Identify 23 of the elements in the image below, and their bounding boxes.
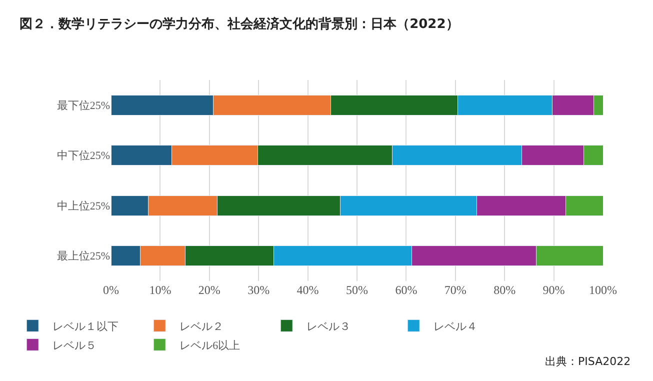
x-tick-label: 0%: [103, 283, 119, 297]
x-tick-label: 70%: [444, 283, 466, 297]
x-tick-label: 40%: [296, 283, 319, 297]
source-note: 出典：PISA2022: [545, 355, 631, 368]
legend-label: レベル４: [434, 320, 478, 333]
y-tick-label: 最上位25%: [56, 250, 110, 263]
x-tick-label: 80%: [494, 283, 516, 297]
legend-label: レベル５: [52, 340, 97, 352]
x-tick-label: 30%: [248, 283, 270, 297]
y-tick-label: 中上位25%: [56, 199, 110, 212]
legend-label: レベル１以下: [52, 320, 119, 333]
chart-title: 図２．数学リテラシーの学力分布、社会経済文化的背景別：日本（2022）: [20, 16, 459, 32]
x-tick-label: 20%: [198, 283, 220, 297]
x-tick-label: 100%: [589, 283, 617, 297]
legend-label: レベル6以上: [180, 338, 240, 352]
y-tick-label: 中下位25%: [56, 149, 110, 162]
legend-label: レベル３: [306, 320, 351, 333]
x-tick-label: 50%: [346, 283, 368, 297]
legend-label: レベル２: [180, 320, 224, 333]
x-tick-label: 60%: [395, 283, 418, 297]
y-tick-label: 最下位25%: [56, 100, 110, 112]
x-tick-label: 90%: [542, 283, 565, 297]
x-tick-label: 10%: [149, 283, 172, 297]
